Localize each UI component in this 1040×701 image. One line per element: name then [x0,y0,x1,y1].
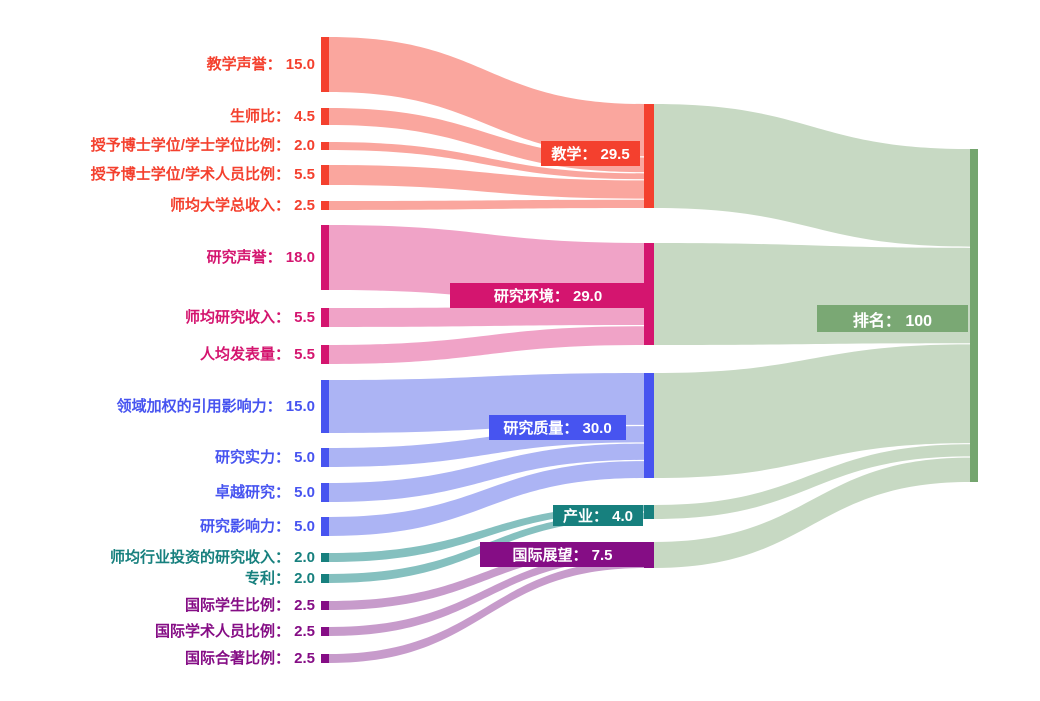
sankey-link-research-environment-0 [329,225,644,306]
category-node-international-outlook[interactable] [644,542,654,568]
sankey-link-research-environment-to-ranking [654,243,970,345]
source-node-research-quality-0[interactable] [321,380,329,433]
source-node-research-quality-3[interactable] [321,517,329,536]
source-node-teaching-1[interactable] [321,108,329,125]
source-node-industry-1[interactable] [321,574,329,583]
sankey-link-teaching-4 [329,199,644,210]
source-node-international-outlook-2[interactable] [321,654,329,663]
source-node-teaching-0[interactable] [321,37,329,92]
sankey-link-research-quality-to-ranking [654,344,970,478]
source-node-research-quality-2[interactable] [321,483,329,502]
category-node-research-quality[interactable] [644,373,654,478]
sankey-link-international-outlook-2 [329,559,644,663]
sankey-link-research-quality-0 [329,373,644,433]
sankey-link-industry-0 [329,505,644,562]
sankey-link-research-quality-2 [329,443,644,502]
sankey-link-research-quality-3 [329,461,644,536]
sankey-link-international-outlook-1 [329,551,644,636]
source-node-research-environment-0[interactable] [321,225,329,290]
sankey-link-teaching-3 [329,165,644,199]
sankey-link-teaching-2 [329,142,644,180]
category-node-industry[interactable] [644,505,654,519]
sankey-link-teaching-0 [329,37,644,157]
source-node-international-outlook-1[interactable] [321,627,329,636]
source-node-research-environment-1[interactable] [321,308,329,327]
source-node-teaching-2[interactable] [321,142,329,150]
source-node-research-environment-2[interactable] [321,345,329,364]
category-node-research-environment[interactable] [644,243,654,345]
source-node-industry-0[interactable] [321,553,329,562]
sankey-link-industry-to-ranking [654,444,970,519]
source-node-teaching-4[interactable] [321,201,329,210]
sankey-link-research-environment-2 [329,326,644,364]
category-node-teaching[interactable] [644,104,654,208]
sankey-link-research-environment-1 [329,306,644,327]
source-node-teaching-3[interactable] [321,165,329,185]
source-node-international-outlook-0[interactable] [321,601,329,610]
source-node-research-quality-1[interactable] [321,448,329,467]
sankey-link-international-outlook-to-ranking [654,457,970,568]
sankey-link-teaching-to-ranking [654,104,970,247]
final-node-ranking[interactable] [970,149,978,482]
sankey-link-international-outlook-0 [329,542,644,610]
